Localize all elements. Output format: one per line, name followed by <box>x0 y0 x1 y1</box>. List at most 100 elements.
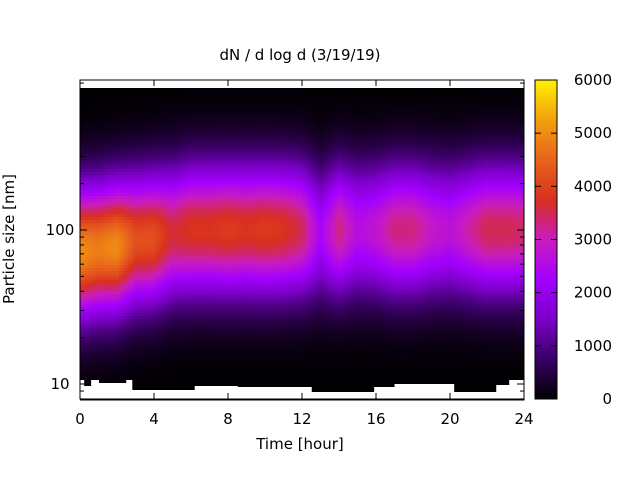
heatmap-cell <box>161 145 165 149</box>
heatmap-cell <box>152 334 156 338</box>
heatmap-cell <box>194 229 198 233</box>
heatmap-cell <box>119 148 123 152</box>
heatmap-cell <box>92 259 96 263</box>
heatmap-cell <box>215 109 219 113</box>
heatmap-cell <box>215 172 219 176</box>
heatmap-cell <box>110 337 114 341</box>
heatmap-cell <box>221 292 225 296</box>
heatmap-cell <box>176 307 180 311</box>
heatmap-cell <box>164 343 168 347</box>
heatmap-cell <box>89 247 93 251</box>
heatmap-cell <box>107 289 111 293</box>
heatmap-cell <box>200 340 204 344</box>
heatmap-cell <box>86 301 90 305</box>
heatmap-cell <box>203 292 207 296</box>
heatmap-cell <box>122 169 126 173</box>
heatmap-cell <box>179 355 183 359</box>
heatmap-cell <box>215 337 219 341</box>
heatmap-cell <box>83 109 87 113</box>
heatmap-cell <box>212 265 216 269</box>
heatmap-cell <box>173 250 177 254</box>
heatmap-cell <box>116 175 120 179</box>
heatmap-cell <box>188 385 192 389</box>
heatmap-cell <box>215 139 219 143</box>
heatmap-cell <box>176 244 180 248</box>
heatmap-cell <box>131 355 135 359</box>
heatmap-cell <box>203 166 207 170</box>
heatmap-cell <box>92 112 96 116</box>
heatmap-cell <box>83 298 87 302</box>
heatmap-cell <box>92 163 96 167</box>
heatmap-cell <box>137 217 141 221</box>
heatmap-cell <box>170 385 174 389</box>
heatmap-cell <box>173 136 177 140</box>
heatmap-cell <box>170 259 174 263</box>
heatmap-cell <box>98 277 102 281</box>
heatmap-cell <box>110 352 114 356</box>
heatmap-cell <box>209 103 213 107</box>
heatmap-cell <box>197 346 201 350</box>
heatmap-cell <box>203 160 207 164</box>
heatmap-cell <box>134 244 138 248</box>
heatmap-cell <box>122 187 126 191</box>
heatmap-cell <box>194 178 198 182</box>
heatmap-cell <box>203 340 207 344</box>
heatmap-cell <box>176 118 180 122</box>
heatmap-cell <box>197 262 201 266</box>
heatmap-cell <box>188 235 192 239</box>
heatmap-cell <box>107 109 111 113</box>
heatmap-cell <box>185 139 189 143</box>
heatmap-cell <box>86 115 90 119</box>
heatmap-cell <box>188 286 192 290</box>
heatmap-cell <box>209 211 213 215</box>
heatmap-cell <box>128 307 132 311</box>
heatmap-cell <box>155 184 159 188</box>
heatmap-cell <box>89 271 93 275</box>
heatmap-cell <box>194 133 198 137</box>
heatmap-cell <box>221 211 225 215</box>
heatmap-cell <box>101 145 105 149</box>
heatmap-cell <box>179 91 183 95</box>
heatmap-cell <box>122 304 126 308</box>
heatmap-cell <box>212 130 216 134</box>
heatmap-cell <box>125 208 129 212</box>
heatmap-cell <box>212 187 216 191</box>
heatmap-cell <box>203 193 207 197</box>
heatmap-cell <box>173 100 177 104</box>
heatmap-cell <box>98 310 102 314</box>
heatmap-cell <box>161 166 165 170</box>
heatmap-cell <box>191 316 195 320</box>
heatmap-cell <box>95 115 99 119</box>
heatmap-cell <box>125 274 129 278</box>
heatmap-cell <box>158 205 162 209</box>
heatmap-cell <box>116 226 120 230</box>
heatmap-cell <box>188 340 192 344</box>
heatmap-cell <box>113 313 117 317</box>
heatmap-cell <box>218 253 222 257</box>
heatmap-cell <box>131 361 135 365</box>
heatmap-cell <box>122 247 126 251</box>
heatmap-cell <box>131 187 135 191</box>
heatmap-cell <box>122 196 126 200</box>
heatmap-cell <box>104 187 108 191</box>
heatmap-cell <box>89 319 93 323</box>
heatmap-cell <box>203 205 207 209</box>
heatmap-cell <box>134 292 138 296</box>
heatmap-cell <box>86 112 90 116</box>
heatmap-cell <box>116 286 120 290</box>
heatmap-cell <box>137 91 141 95</box>
heatmap-cell <box>128 292 132 296</box>
heatmap-cell <box>221 244 225 248</box>
heatmap-cell <box>155 262 159 266</box>
heatmap-cell <box>200 193 204 197</box>
heatmap-cell <box>119 208 123 212</box>
heatmap-cell <box>203 121 207 125</box>
heatmap-cell <box>215 136 219 140</box>
heatmap-cell <box>170 103 174 107</box>
heatmap-cell <box>116 169 120 173</box>
heatmap-cell <box>215 202 219 206</box>
heatmap-cell <box>113 112 117 116</box>
heatmap-cell <box>143 109 147 113</box>
heatmap-cell <box>152 370 156 374</box>
heatmap-cell <box>95 166 99 170</box>
